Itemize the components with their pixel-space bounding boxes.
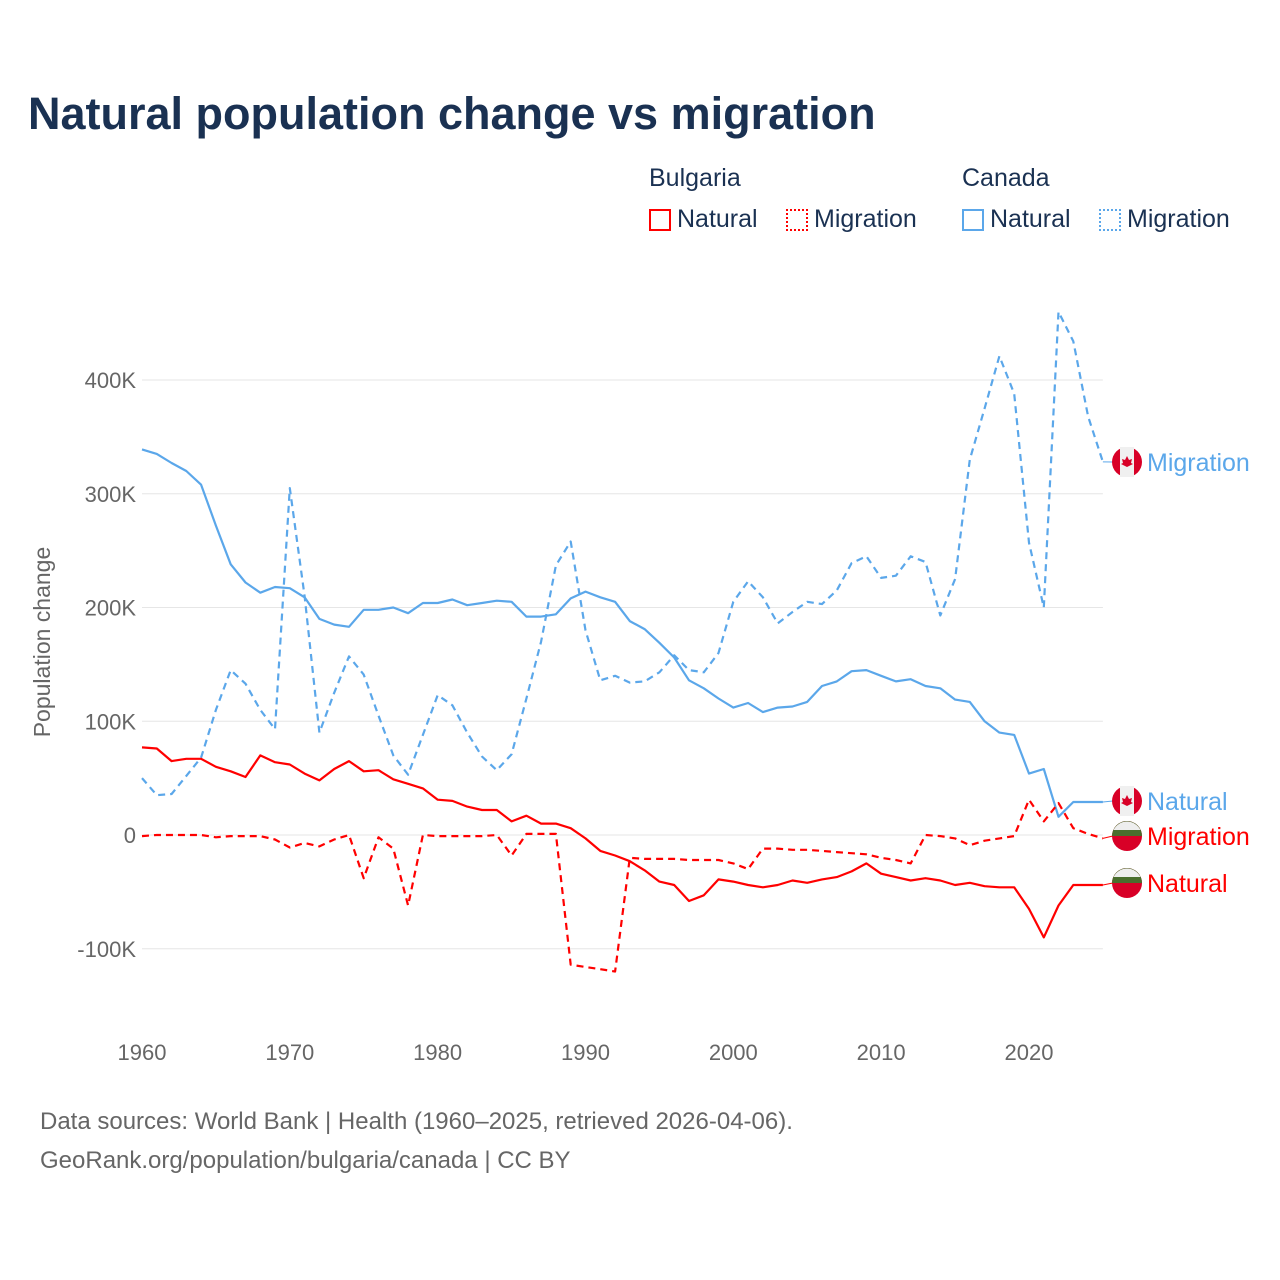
- y-tick-label: 100K: [85, 709, 137, 734]
- bulgaria-flag-icon: [1112, 868, 1142, 898]
- legend-group-bulgaria: Bulgaria: [649, 164, 741, 192]
- maple-leaf-icon: [1121, 795, 1133, 806]
- x-tick-label: 1980: [413, 1040, 462, 1065]
- label-connector: [1102, 835, 1114, 839]
- series-line-bulgaria-migration: [141, 798, 1104, 973]
- dotted-swatch-icon: [1099, 208, 1121, 231]
- series-end-label: Natural: [1147, 788, 1228, 816]
- legend-item-bulgaria-migration[interactable]: Migration: [786, 205, 917, 234]
- legend-item-canada-migration[interactable]: Migration: [1099, 205, 1230, 234]
- y-tick-label: 400K: [85, 368, 137, 393]
- footer-credit[interactable]: GeoRank.org/population/bulgaria/canada |…: [40, 1147, 571, 1174]
- chart-title: Natural population change vs migration: [28, 88, 876, 139]
- y-tick-label: -100K: [77, 937, 136, 962]
- solid-swatch-icon: [962, 208, 984, 231]
- label-connector: [1102, 800, 1113, 803]
- series-end-label: Natural: [1147, 870, 1228, 898]
- series-line-canada-natural: [141, 448, 1103, 818]
- maple-leaf-icon: [1121, 456, 1133, 467]
- solid-swatch-icon: [649, 208, 671, 231]
- footer-sources: Data sources: World Bank | Health (1960–…: [40, 1108, 793, 1135]
- legend-item-bulgaria-natural[interactable]: Natural: [649, 205, 758, 234]
- legend-item-canada-natural[interactable]: Natural: [962, 205, 1071, 234]
- legend-group-canada: Canada: [962, 164, 1050, 192]
- legend-label: Natural: [990, 205, 1071, 233]
- flag-white: [1113, 868, 1141, 877]
- y-tick-label: 0: [124, 823, 136, 848]
- bulgaria-flag-icon: [1112, 821, 1142, 851]
- x-tick-label: 1970: [265, 1040, 314, 1065]
- flag-white: [1113, 821, 1141, 830]
- x-tick-label: 2010: [857, 1040, 906, 1065]
- legend-label: Natural: [677, 205, 758, 233]
- legend-label: Migration: [814, 205, 917, 233]
- x-tick-label: 2020: [1005, 1040, 1054, 1065]
- series-end-label: Migration: [1147, 823, 1250, 851]
- y-axis-label: Population change: [29, 547, 55, 738]
- x-tick-label: 1990: [561, 1040, 610, 1065]
- x-tick-label: 2000: [709, 1040, 758, 1065]
- canada-flag-icon: [1112, 786, 1142, 816]
- series-end-label: Migration: [1147, 449, 1250, 477]
- series-line-bulgaria-natural: [141, 746, 1103, 939]
- dotted-swatch-icon: [786, 208, 808, 231]
- canada-flag-icon: [1112, 447, 1142, 477]
- label-connector: [1102, 882, 1113, 886]
- y-tick-label: 300K: [85, 482, 137, 507]
- y-tick-label: 200K: [85, 596, 137, 621]
- legend-label: Migration: [1127, 205, 1230, 233]
- x-tick-label: 1960: [118, 1040, 167, 1065]
- series-line-canada-migration: [141, 310, 1104, 797]
